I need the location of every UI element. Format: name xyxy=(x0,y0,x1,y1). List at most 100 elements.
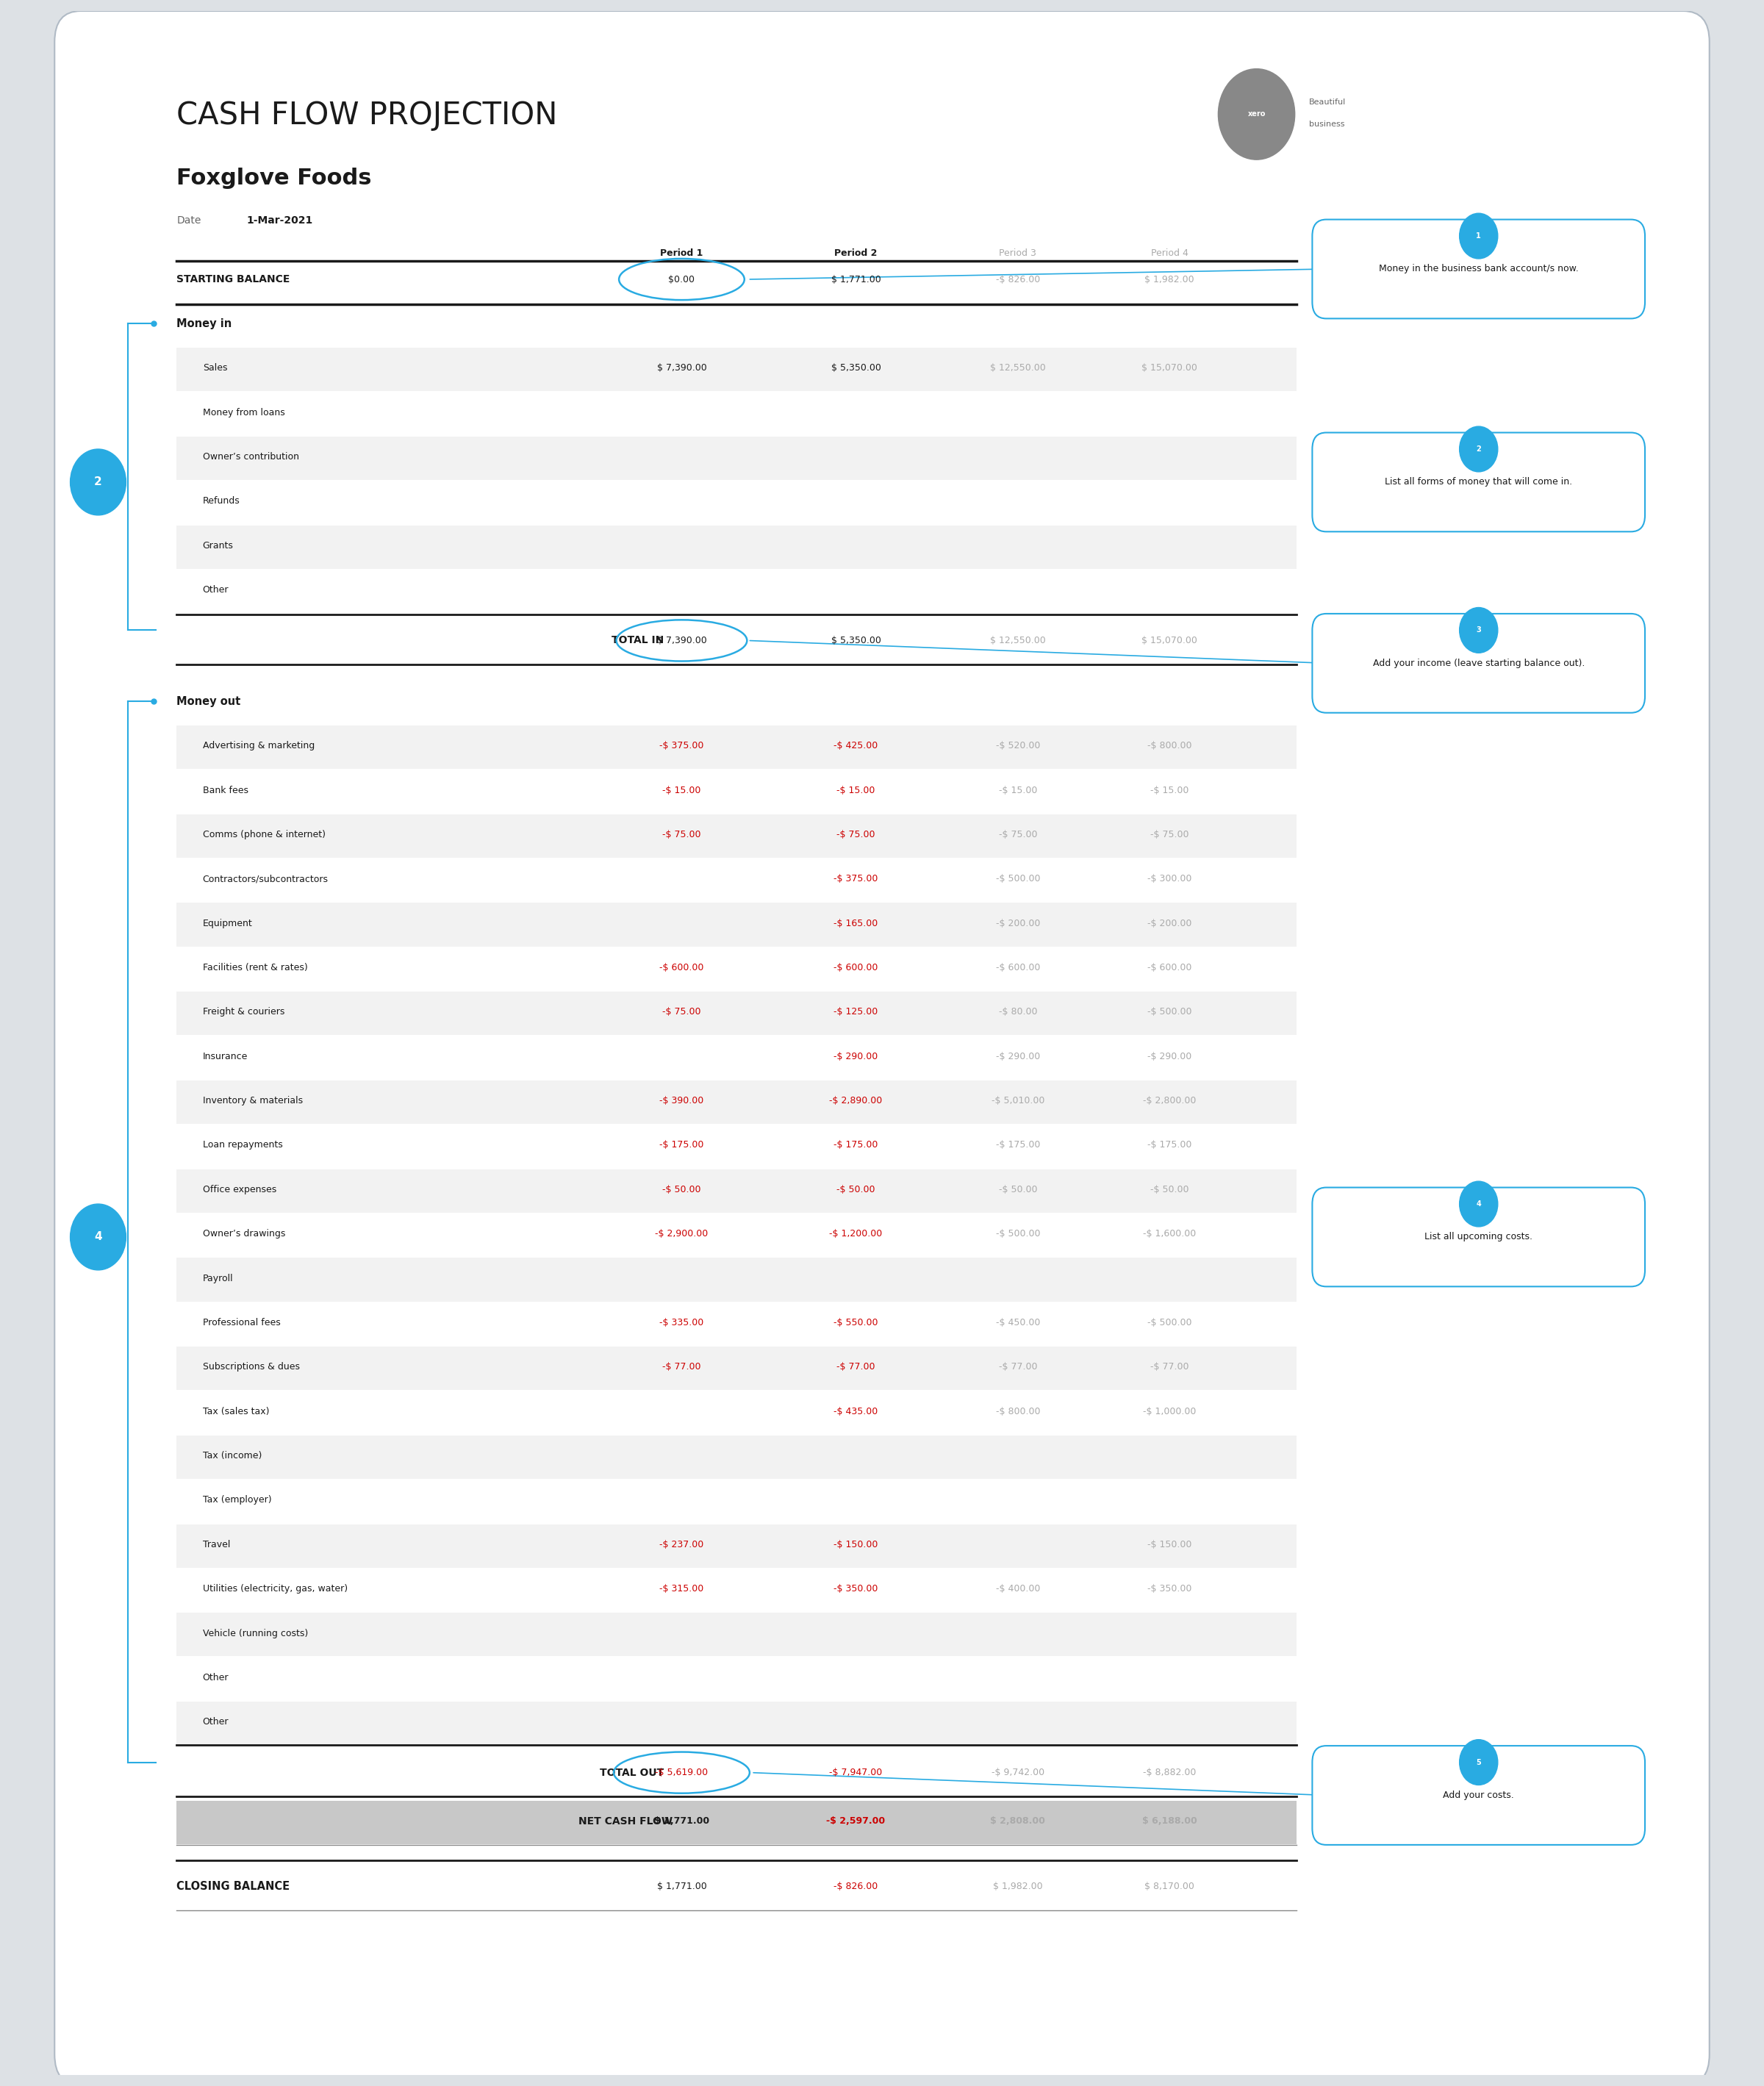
Text: -$ 500.00: -$ 500.00 xyxy=(1147,1008,1192,1016)
Text: -$ 50.00: -$ 50.00 xyxy=(1150,1185,1189,1195)
Text: $ 6,188.00: $ 6,188.00 xyxy=(1141,1817,1198,1825)
Text: -$ 77.00: -$ 77.00 xyxy=(663,1362,700,1373)
FancyBboxPatch shape xyxy=(176,903,1297,947)
Text: $ 12,550.00: $ 12,550.00 xyxy=(990,636,1046,645)
Text: $ 1,771.00: $ 1,771.00 xyxy=(654,1817,709,1825)
Text: -$ 300.00: -$ 300.00 xyxy=(1147,874,1192,884)
Text: $ 5,350.00: $ 5,350.00 xyxy=(831,363,880,373)
Text: -$ 8,882.00: -$ 8,882.00 xyxy=(1143,1767,1196,1777)
Text: -$ 600.00: -$ 600.00 xyxy=(660,964,704,972)
Text: Insurance: Insurance xyxy=(203,1051,247,1062)
Text: $ 1,982.00: $ 1,982.00 xyxy=(1145,275,1194,284)
Text: -$ 75.00: -$ 75.00 xyxy=(836,830,875,839)
Text: CASH FLOW PROJECTION: CASH FLOW PROJECTION xyxy=(176,100,557,131)
FancyBboxPatch shape xyxy=(176,1525,1297,1567)
Text: -$ 550.00: -$ 550.00 xyxy=(834,1318,878,1327)
Text: Add your income (leave starting balance out).: Add your income (leave starting balance … xyxy=(1372,659,1584,668)
Text: $ 1,982.00: $ 1,982.00 xyxy=(993,1882,1043,1890)
Text: Other: Other xyxy=(203,1673,229,1683)
Text: Comms (phone & internet): Comms (phone & internet) xyxy=(203,830,325,839)
Text: -$ 450.00: -$ 450.00 xyxy=(995,1318,1041,1327)
Text: 2: 2 xyxy=(93,476,102,488)
Text: List all forms of money that will come in.: List all forms of money that will come i… xyxy=(1385,478,1572,486)
Text: Inventory & materials: Inventory & materials xyxy=(203,1095,303,1106)
FancyBboxPatch shape xyxy=(55,10,1709,2086)
Text: -$ 77.00: -$ 77.00 xyxy=(836,1362,875,1373)
Text: -$ 9,742.00: -$ 9,742.00 xyxy=(991,1767,1044,1777)
Text: 3: 3 xyxy=(1476,626,1482,634)
Text: -$ 77.00: -$ 77.00 xyxy=(1150,1362,1189,1373)
Text: -$ 75.00: -$ 75.00 xyxy=(1150,830,1189,839)
Text: -$ 50.00: -$ 50.00 xyxy=(663,1185,700,1195)
Text: -$ 175.00: -$ 175.00 xyxy=(660,1141,704,1149)
Text: -$ 500.00: -$ 500.00 xyxy=(995,874,1041,884)
Text: 1-Mar-2021: 1-Mar-2021 xyxy=(247,215,312,225)
FancyBboxPatch shape xyxy=(176,436,1297,480)
Text: Money in the business bank account/s now.: Money in the business bank account/s now… xyxy=(1379,265,1579,273)
Text: -$ 50.00: -$ 50.00 xyxy=(998,1185,1037,1195)
Text: -$ 200.00: -$ 200.00 xyxy=(1147,918,1192,928)
Text: List all upcoming costs.: List all upcoming costs. xyxy=(1425,1233,1533,1241)
FancyBboxPatch shape xyxy=(176,620,1297,663)
Text: Facilities (rent & rates): Facilities (rent & rates) xyxy=(203,964,307,972)
FancyBboxPatch shape xyxy=(176,814,1297,857)
Text: -$ 75.00: -$ 75.00 xyxy=(663,830,700,839)
Circle shape xyxy=(1459,607,1498,653)
Text: -$ 400.00: -$ 400.00 xyxy=(995,1583,1041,1594)
Text: 4: 4 xyxy=(1476,1199,1482,1208)
Text: -$ 500.00: -$ 500.00 xyxy=(995,1229,1041,1239)
Text: NET CASH FLOW: NET CASH FLOW xyxy=(579,1817,674,1825)
Text: -$ 75.00: -$ 75.00 xyxy=(663,1008,700,1016)
Text: Advertising & marketing: Advertising & marketing xyxy=(203,741,314,751)
Circle shape xyxy=(71,1204,125,1270)
Text: TOTAL IN: TOTAL IN xyxy=(612,636,665,647)
Text: -$ 335.00: -$ 335.00 xyxy=(660,1318,704,1327)
Text: -$ 1,200.00: -$ 1,200.00 xyxy=(829,1229,882,1239)
FancyBboxPatch shape xyxy=(176,1435,1297,1479)
Text: Contractors/subcontractors: Contractors/subcontractors xyxy=(203,874,328,884)
FancyBboxPatch shape xyxy=(1312,1746,1646,1844)
Text: -$ 315.00: -$ 315.00 xyxy=(660,1583,704,1594)
Text: $ 5,350.00: $ 5,350.00 xyxy=(831,636,880,645)
FancyBboxPatch shape xyxy=(176,1168,1297,1212)
Text: CLOSING BALANCE: CLOSING BALANCE xyxy=(176,1882,289,1892)
Text: 5: 5 xyxy=(1476,1758,1482,1767)
Circle shape xyxy=(1459,213,1498,259)
Text: Money in: Money in xyxy=(176,319,231,330)
Text: -$ 600.00: -$ 600.00 xyxy=(834,964,878,972)
Text: Owner’s contribution: Owner’s contribution xyxy=(203,453,298,461)
FancyBboxPatch shape xyxy=(1312,432,1646,532)
Text: -$ 800.00: -$ 800.00 xyxy=(995,1406,1041,1416)
FancyBboxPatch shape xyxy=(176,1702,1297,1746)
Text: Other: Other xyxy=(203,1717,229,1727)
Text: Tax (sales tax): Tax (sales tax) xyxy=(203,1406,270,1416)
Text: TOTAL OUT: TOTAL OUT xyxy=(600,1767,665,1777)
Text: Period 1: Period 1 xyxy=(660,248,704,259)
FancyBboxPatch shape xyxy=(176,1865,1297,1909)
Text: -$ 290.00: -$ 290.00 xyxy=(834,1051,878,1062)
Text: -$ 15.00: -$ 15.00 xyxy=(836,786,875,795)
Text: Equipment: Equipment xyxy=(203,918,252,928)
Text: Foxglove Foods: Foxglove Foods xyxy=(176,167,372,190)
Text: -$ 2,800.00: -$ 2,800.00 xyxy=(1143,1095,1196,1106)
Text: -$ 2,597.00: -$ 2,597.00 xyxy=(826,1817,886,1825)
Text: Subscriptions & dues: Subscriptions & dues xyxy=(203,1362,300,1373)
Text: Tax (employer): Tax (employer) xyxy=(203,1496,272,1504)
Text: Bank fees: Bank fees xyxy=(203,786,249,795)
Text: Freight & couriers: Freight & couriers xyxy=(203,1008,284,1016)
Text: Refunds: Refunds xyxy=(203,496,240,507)
Circle shape xyxy=(1459,1181,1498,1227)
Circle shape xyxy=(1219,69,1295,161)
Text: -$ 800.00: -$ 800.00 xyxy=(1147,741,1192,751)
Text: -$ 600.00: -$ 600.00 xyxy=(995,964,1041,972)
Text: -$ 175.00: -$ 175.00 xyxy=(995,1141,1041,1149)
Text: -$ 826.00: -$ 826.00 xyxy=(995,275,1041,284)
Text: STARTING BALANCE: STARTING BALANCE xyxy=(176,273,289,284)
Text: -$ 1,600.00: -$ 1,600.00 xyxy=(1143,1229,1196,1239)
Text: Tax (income): Tax (income) xyxy=(203,1452,261,1460)
Text: -$ 165.00: -$ 165.00 xyxy=(834,918,878,928)
Text: Grants: Grants xyxy=(203,540,233,551)
Text: $0.00: $0.00 xyxy=(669,275,695,284)
Text: 2: 2 xyxy=(1476,446,1482,453)
Text: -$ 350.00: -$ 350.00 xyxy=(834,1583,878,1594)
